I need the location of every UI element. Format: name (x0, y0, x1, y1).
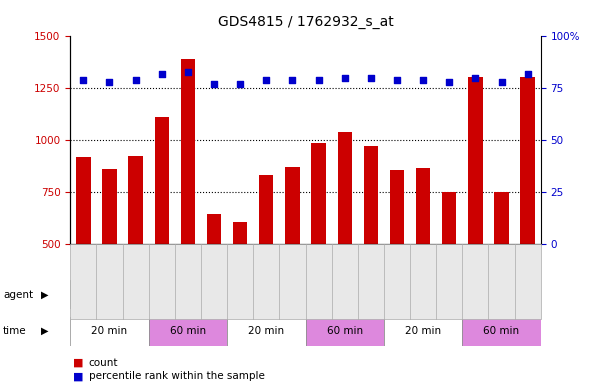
Bar (259, 175, 274, 348)
Bar (312, 143, 326, 348)
Text: agent: agent (3, 290, 33, 300)
Point (340, 75, 349, 81)
Bar (233, 222, 247, 348)
Point (444, 79, 454, 85)
Text: time: time (3, 326, 27, 336)
Point (313, 77, 323, 83)
Bar (364, 146, 378, 348)
Bar (285, 167, 299, 348)
Bar (155, 118, 169, 348)
Text: 20 min: 20 min (92, 326, 128, 336)
Bar (384, 317, 463, 346)
Bar (463, 317, 541, 346)
Point (470, 75, 480, 81)
Bar (128, 156, 143, 348)
Point (497, 79, 507, 85)
Point (235, 81, 245, 87)
Point (419, 77, 428, 83)
Text: 20 min: 20 min (405, 326, 441, 336)
Bar (76, 157, 90, 348)
Text: PMX 10070: PMX 10070 (276, 290, 335, 300)
Point (78, 77, 88, 83)
Point (104, 79, 114, 85)
Text: none: none (136, 290, 162, 300)
Text: percentile rank within the sample: percentile rank within the sample (89, 371, 265, 381)
Bar (494, 192, 509, 348)
Bar (227, 280, 384, 309)
Text: 60 min: 60 min (327, 326, 363, 336)
Bar (70, 280, 227, 309)
Bar (227, 317, 306, 346)
Point (157, 71, 167, 77)
Point (288, 77, 298, 83)
Point (366, 75, 376, 81)
Bar (306, 317, 384, 346)
Text: count: count (89, 358, 118, 368)
Text: ▶: ▶ (41, 326, 48, 336)
Bar (390, 170, 404, 348)
Point (183, 69, 193, 75)
Text: Polymyxin B: Polymyxin B (430, 290, 494, 300)
Point (209, 81, 219, 87)
Bar (468, 77, 483, 348)
Point (262, 77, 271, 83)
Bar (148, 317, 227, 346)
Bar (521, 77, 535, 348)
Bar (416, 168, 430, 348)
Text: 60 min: 60 min (483, 326, 519, 336)
Bar (207, 214, 221, 348)
Bar (102, 169, 117, 348)
Text: 20 min: 20 min (248, 326, 284, 336)
Bar (384, 280, 541, 309)
Text: ▶: ▶ (41, 290, 48, 300)
Text: ■: ■ (73, 358, 84, 368)
Text: ■: ■ (73, 371, 84, 381)
Bar (70, 317, 148, 346)
Bar (181, 59, 195, 348)
Bar (337, 132, 352, 348)
Point (131, 77, 141, 83)
Bar (442, 192, 456, 348)
Text: GDS4815 / 1762932_s_at: GDS4815 / 1762932_s_at (218, 15, 393, 29)
Point (392, 77, 402, 83)
Text: 60 min: 60 min (170, 326, 206, 336)
Point (523, 71, 533, 77)
